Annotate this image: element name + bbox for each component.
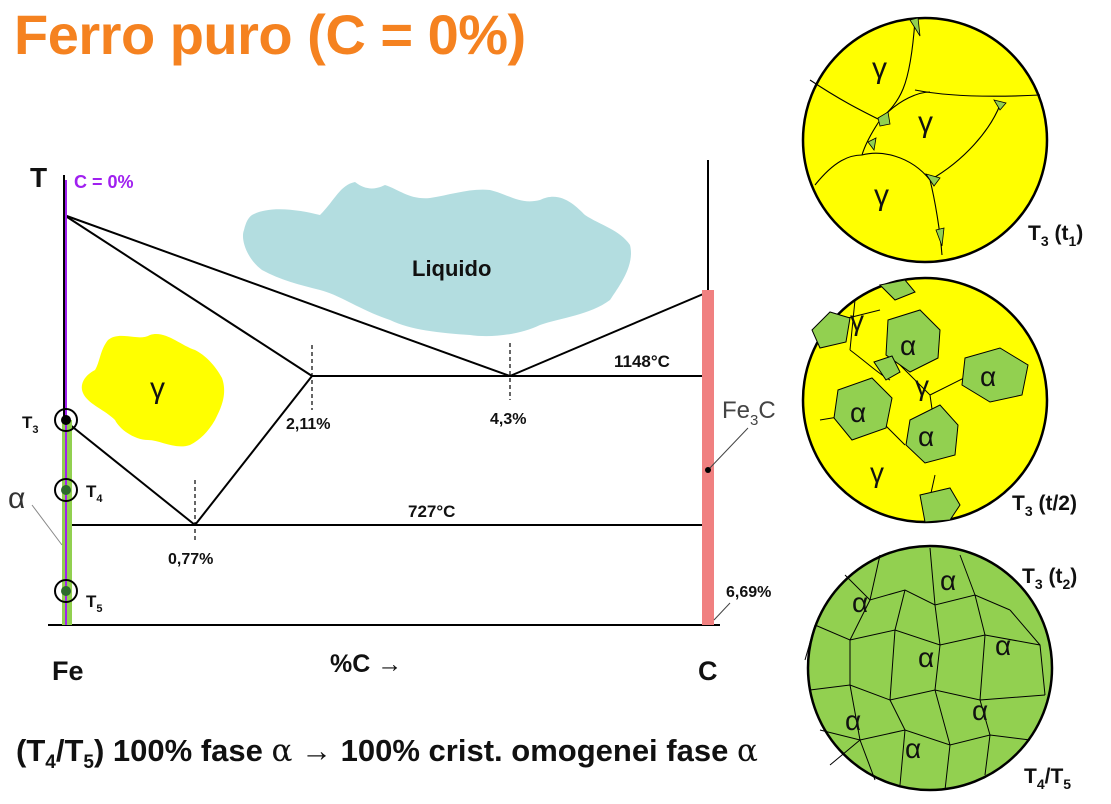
t2h-grain-5: α xyxy=(850,397,866,428)
liquid-region xyxy=(242,182,631,337)
fe3c-label: Fe3C xyxy=(722,397,776,429)
t2h-grain-4: γ xyxy=(915,370,929,401)
t1-label: T3 (t1) xyxy=(1028,222,1083,249)
t2-grain-1: α xyxy=(852,587,868,618)
t1-grain-3: γ xyxy=(874,179,889,212)
liquid-label: Liquido xyxy=(412,256,491,281)
acm-line xyxy=(194,375,313,526)
comp-211-label: 2,11% xyxy=(286,416,330,433)
t2-grain-7: α xyxy=(905,733,921,764)
t4t5-label: T4/T5 xyxy=(1024,765,1071,792)
liquidus-right xyxy=(509,291,709,377)
t2h-grain-1: γ xyxy=(850,305,864,336)
point-t3-label: T3 xyxy=(22,413,39,436)
t2-grain-2: α xyxy=(940,565,956,596)
slide-title: Ferro puro (C = 0%) xyxy=(14,3,526,66)
t2-grain-6: α xyxy=(972,695,988,726)
point-t3 xyxy=(54,408,78,432)
gamma-region-label: γ xyxy=(150,372,165,405)
t2h-grain-2: α xyxy=(900,330,916,361)
caption-arrow: → xyxy=(301,733,333,768)
point-t5-label: T5 xyxy=(86,592,103,615)
composition-line-label: C = 0% xyxy=(74,172,134,192)
t2half-label: T3 (t/2) xyxy=(1012,492,1077,519)
t1-grain-1: γ xyxy=(872,52,887,85)
pointer-669 xyxy=(713,602,731,621)
fe3c-bar xyxy=(702,290,714,625)
comp-077-label: 0,77% xyxy=(168,551,213,568)
temp-eutectoid-label: 727°C xyxy=(408,502,455,521)
point-t5 xyxy=(54,579,78,603)
gamma-region xyxy=(81,333,225,447)
micrograph-t2half: γ α α γ α α γ xyxy=(801,276,1049,524)
axis-c-label: C xyxy=(698,656,718,686)
temp-eutectic-label: 1148°C xyxy=(614,352,670,371)
micrograph-t2: α α α α α α α xyxy=(804,544,1054,792)
t2-grain-5: α xyxy=(845,705,861,736)
point-t4 xyxy=(54,478,78,502)
axis-t-label: T xyxy=(30,162,47,193)
t2h-grain-7: γ xyxy=(870,457,884,488)
t2-grain-3: α xyxy=(918,642,934,673)
comp-43-label: 4,3% xyxy=(490,411,526,428)
t1-grain-2: γ xyxy=(918,106,933,139)
point-t4-label: T4 xyxy=(86,482,103,505)
t2h-grain-3: α xyxy=(980,361,996,392)
micrograph-t1: γ γ γ xyxy=(801,16,1049,264)
solidus-line xyxy=(63,214,313,377)
fe3c-dot xyxy=(705,467,711,473)
caption: (T4/T5) 100% fase α → 100% crist. omogen… xyxy=(16,733,758,774)
alpha-label: α xyxy=(8,482,25,515)
a3-line xyxy=(63,419,196,526)
liquidus-left xyxy=(63,214,511,377)
axis-x-label: %C → xyxy=(330,650,402,678)
t2-label: T3 (t2) xyxy=(1022,565,1077,592)
comp-669-label: 6,69% xyxy=(726,584,771,601)
fe3c-pointer xyxy=(707,427,749,471)
t2h-grain-6: α xyxy=(918,421,934,452)
axis-fe-label: Fe xyxy=(52,656,84,686)
t2-grain-4: α xyxy=(995,630,1011,661)
alpha-pointer xyxy=(31,504,63,546)
